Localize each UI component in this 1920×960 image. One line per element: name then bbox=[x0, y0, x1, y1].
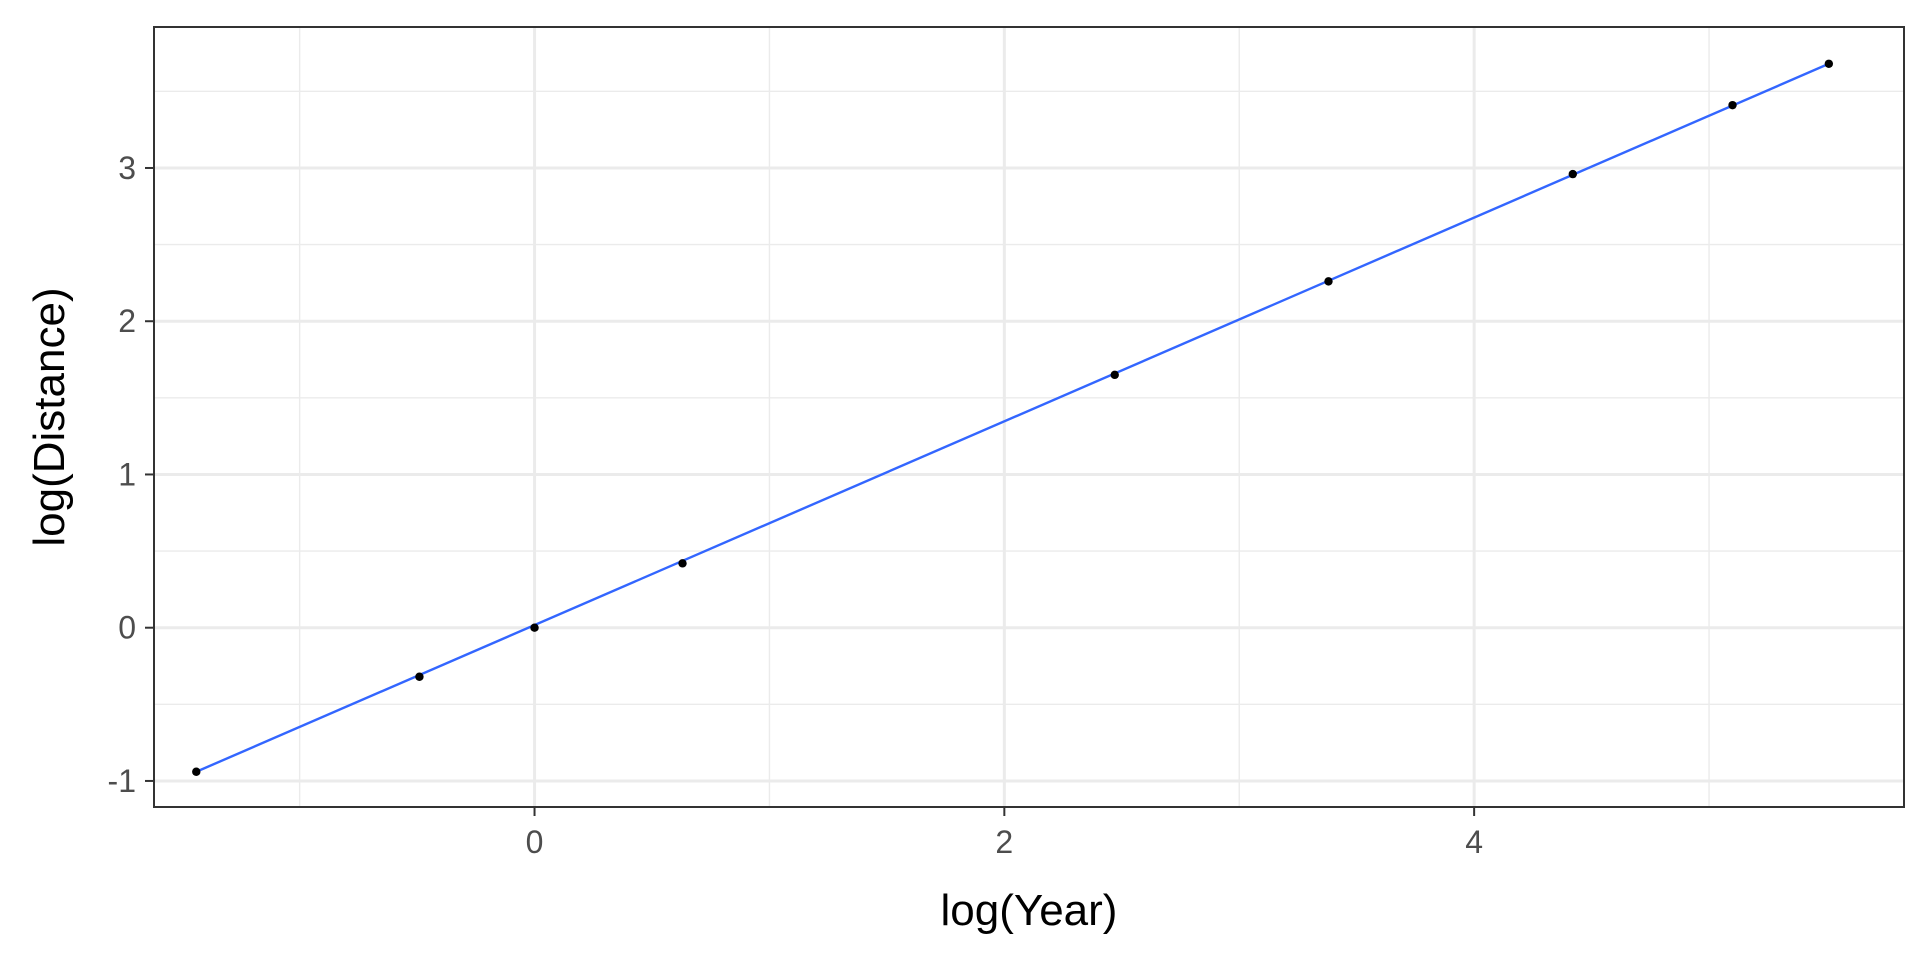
y-tick-label: 1 bbox=[118, 456, 136, 492]
x-tick-label: 2 bbox=[995, 824, 1013, 860]
data-point bbox=[415, 672, 424, 681]
y-tick-label: 2 bbox=[118, 303, 136, 339]
fit-line bbox=[195, 62, 1830, 773]
grid-major bbox=[154, 27, 1904, 807]
x-tick-label: 0 bbox=[526, 824, 544, 860]
data-point bbox=[1824, 59, 1834, 68]
data-point bbox=[192, 767, 201, 776]
data-point bbox=[1568, 169, 1577, 179]
grid-minor bbox=[154, 27, 1904, 807]
panel-border bbox=[153, 26, 1905, 808]
data-point bbox=[1110, 370, 1119, 380]
data-point bbox=[530, 623, 539, 632]
points-layer bbox=[192, 59, 1834, 776]
data-point bbox=[1728, 100, 1737, 110]
y-tick-label: 3 bbox=[118, 150, 136, 186]
x-axis-title: log(Year) bbox=[941, 886, 1118, 935]
data-point bbox=[1324, 277, 1333, 286]
x-axis: 0 2 4 bbox=[526, 807, 1483, 860]
x-tick-label: 4 bbox=[1465, 824, 1483, 860]
y-axis-title: log(Distance) bbox=[25, 287, 74, 546]
data-point bbox=[678, 559, 687, 568]
fit-line-layer bbox=[195, 62, 1830, 773]
y-axis: -1 0 1 2 3 bbox=[108, 150, 154, 799]
y-tick-label: 0 bbox=[118, 610, 136, 646]
y-tick-label: -1 bbox=[108, 763, 136, 799]
